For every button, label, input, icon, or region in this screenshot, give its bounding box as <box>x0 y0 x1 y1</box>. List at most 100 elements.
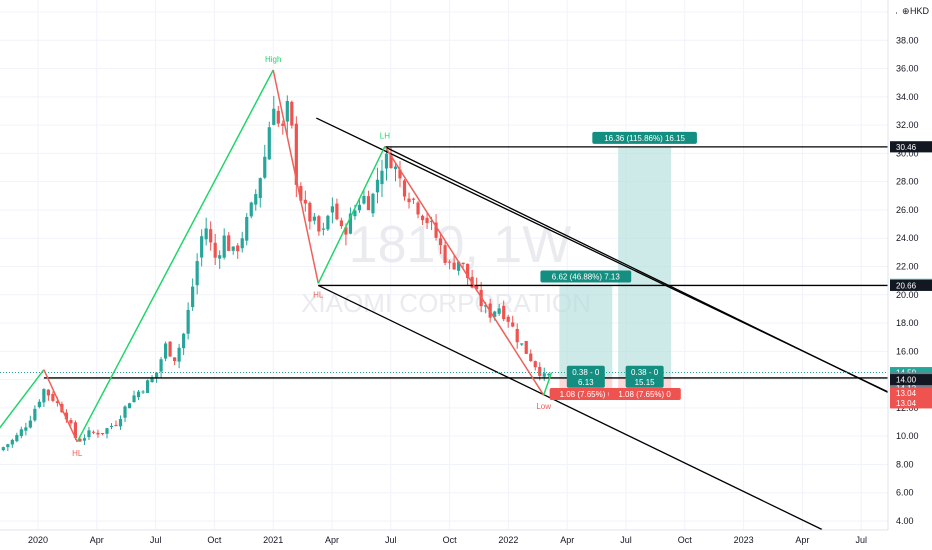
candle-body <box>105 428 109 434</box>
candle-body <box>389 155 393 168</box>
x-tick-label: 2021 <box>263 535 283 545</box>
entry-label-line2: 6.13 <box>578 378 594 387</box>
candle-body <box>524 340 528 354</box>
candle-body <box>461 262 465 265</box>
candle-body <box>407 198 411 203</box>
candle-body <box>145 380 150 393</box>
candle-body <box>326 215 330 230</box>
candle-body <box>357 204 362 211</box>
candles <box>1 95 551 452</box>
candle-body <box>191 286 195 308</box>
candle-body <box>118 419 123 427</box>
y-tick-label: 6.00 <box>896 488 914 498</box>
x-tick-label: 2020 <box>28 535 48 545</box>
currency-text: HKD <box>910 6 930 16</box>
candle-body <box>64 412 69 420</box>
candle-body <box>69 420 73 424</box>
price-axis-bg <box>888 0 932 550</box>
candle-body <box>159 359 163 372</box>
pivot-label: LH <box>380 131 390 140</box>
y-tick-label: 38.00 <box>896 35 919 45</box>
stop-label-bg <box>549 388 623 401</box>
candle-body <box>303 199 307 204</box>
candle-body <box>123 406 127 418</box>
symbol-watermark: 1810, 1W XIAOMI CORPORATION <box>301 216 591 318</box>
candle-body <box>506 316 510 322</box>
time-axis[interactable]: 2020 Apr Jul Oct 2021 Apr Jul Oct 2022 Apr Jul Oct 2… <box>0 529 888 545</box>
candle-body <box>533 361 537 368</box>
candle-body <box>529 353 533 362</box>
zigzag-segment <box>0 369 45 429</box>
candle-body <box>195 261 199 286</box>
candle-body <box>136 391 141 398</box>
candle-body <box>200 236 204 258</box>
stop-label: 1.08 (7.65%) 0 <box>560 390 613 399</box>
candle-body <box>222 235 226 258</box>
candle-body <box>493 311 497 317</box>
candle-body <box>475 285 479 290</box>
candle-body <box>33 408 37 421</box>
x-tick-label: Jul <box>620 535 632 545</box>
candle-body <box>73 422 78 439</box>
y-tick-label: 20.00 <box>896 290 919 300</box>
candle-body <box>127 403 132 409</box>
candle-body <box>420 215 425 221</box>
candle-body <box>163 343 168 359</box>
pivot-label: Low <box>536 402 551 411</box>
price-tag: 13.04 <box>896 389 917 398</box>
price-tag-bg <box>890 374 932 386</box>
zigzag-segment <box>317 145 386 284</box>
candle-body <box>28 420 32 428</box>
candle-body <box>109 425 114 428</box>
pivot-label: High <box>265 55 281 64</box>
candle-body <box>308 202 312 222</box>
entry-label-bg <box>566 365 605 388</box>
channel-trend-line[interactable] <box>384 146 891 395</box>
candle-body <box>371 193 375 214</box>
candle-body <box>497 308 501 314</box>
candle-body <box>168 341 172 357</box>
candle-body <box>87 430 91 438</box>
candle-body <box>366 196 371 211</box>
pivot-label: HL <box>72 449 83 458</box>
candle-body <box>443 245 447 263</box>
zigzag-segment <box>384 145 545 396</box>
candle-body <box>285 100 289 122</box>
candle-body <box>204 228 208 240</box>
candle-body <box>182 333 186 349</box>
channel-trend-line[interactable] <box>317 284 823 531</box>
currency-label[interactable]: ⊕ HKD <box>897 4 930 18</box>
candle-body <box>10 439 14 445</box>
price-tag: 20.66 <box>896 281 917 290</box>
y-tick-label: 34.00 <box>896 92 919 102</box>
candle-body <box>245 216 249 241</box>
candle-body <box>515 328 519 343</box>
candle-body <box>177 347 181 362</box>
candle-body <box>96 432 100 435</box>
x-tick-label: Oct <box>207 535 222 545</box>
candle-body <box>100 433 105 435</box>
candle-body <box>538 366 542 376</box>
price-tag-bg <box>890 141 932 153</box>
candle-body <box>393 166 398 170</box>
price-axis[interactable]: 4.006.008.0010.0012.0014.0016.0018.0020.… <box>887 0 932 550</box>
candle-body <box>213 242 217 258</box>
pivot-label: HL <box>313 290 324 299</box>
x-tick-label: Jul <box>150 535 162 545</box>
target-label: 6.62 (46.88%) 7.13 <box>552 272 621 281</box>
price-tag-bg <box>890 387 932 399</box>
target-zone <box>559 285 613 377</box>
candle-body <box>425 217 429 224</box>
y-tick-label: 30.00 <box>896 148 919 158</box>
zigzag <box>0 69 553 443</box>
x-tick-label: Apr <box>325 535 339 545</box>
price-tag: 30.46 <box>896 143 917 152</box>
candle-body <box>321 228 325 230</box>
x-tick-label: 2022 <box>498 535 518 545</box>
x-tick-label: Jul <box>385 535 397 545</box>
candle-body <box>299 186 303 201</box>
price-tag: 14.00 <box>896 376 917 385</box>
target-label-bg <box>540 270 632 283</box>
